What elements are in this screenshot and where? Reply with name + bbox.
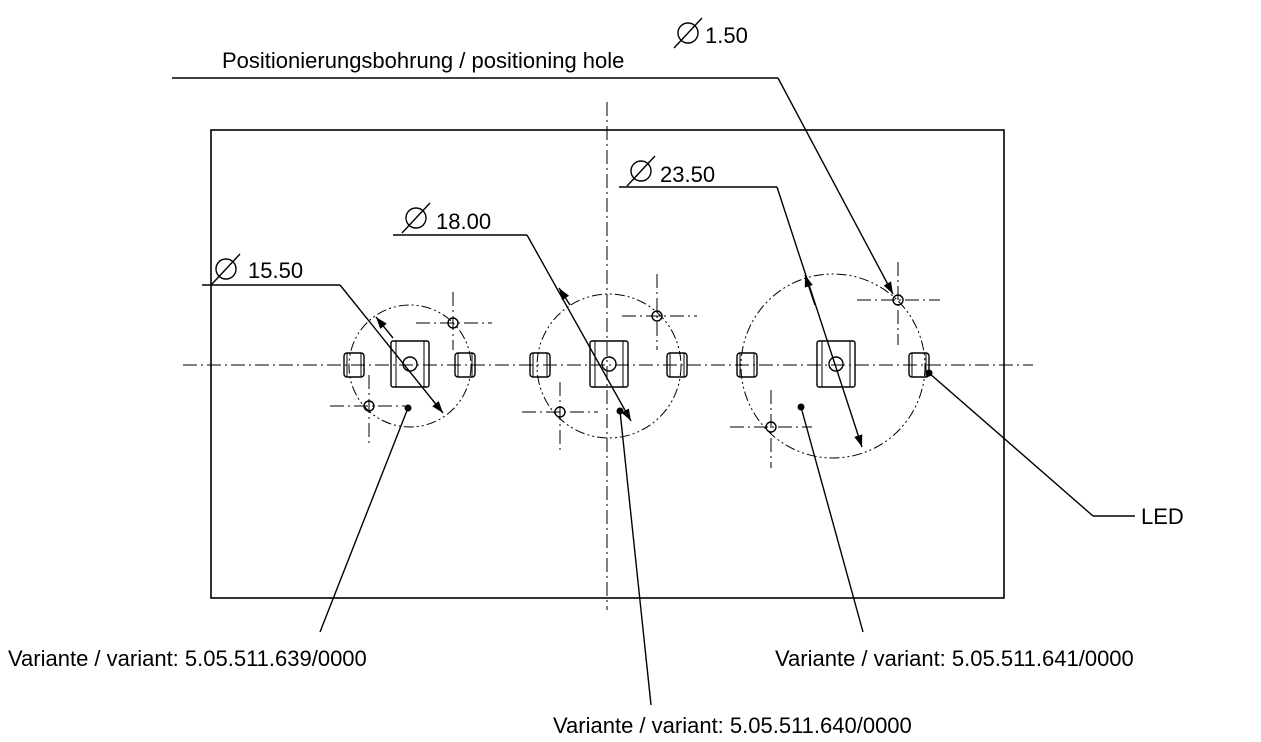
dim-d3-value: 23.50 xyxy=(660,162,715,187)
variant-left-label: Variante / variant: 5.05.511.639/0000 xyxy=(8,646,367,671)
central-led-right xyxy=(816,340,856,388)
dim-d3: 23.50 xyxy=(619,155,863,448)
pitch-circle-right xyxy=(740,273,926,459)
led-label: LED xyxy=(1141,504,1184,529)
variant-callout-left: Variante / variant: 5.05.511.639/0000 xyxy=(8,407,409,671)
variant-callout-right: Variante / variant: 5.05.511.641/0000 xyxy=(775,406,1134,671)
variant-middle-label: Variante / variant: 5.05.511.640/0000 xyxy=(553,713,912,738)
hole-label: Positionierungsbohrung / positioning hol… xyxy=(222,48,624,73)
small-leds xyxy=(343,352,930,378)
positioning-holes xyxy=(330,262,940,468)
pitch-circle-left xyxy=(348,304,472,428)
hole-callout: 1.50 Positionierungsbohrung / positionin… xyxy=(172,17,894,295)
hole-diameter-value: 1.50 xyxy=(705,23,748,48)
dim-d1-value: 15.50 xyxy=(248,258,303,283)
pitch-circle-middle xyxy=(536,293,682,439)
dim-d2-value: 18.00 xyxy=(436,209,491,234)
central-led-left xyxy=(390,340,430,388)
central-led-middle xyxy=(589,340,629,388)
dim-d1: 15.50 xyxy=(202,253,444,414)
variant-right-label: Variante / variant: 5.05.511.641/0000 xyxy=(775,646,1134,671)
led-callout: LED xyxy=(928,372,1184,529)
dim-d2: 18.00 xyxy=(393,202,632,422)
variant-callout-middle: Variante / variant: 5.05.511.640/0000 xyxy=(553,410,912,738)
